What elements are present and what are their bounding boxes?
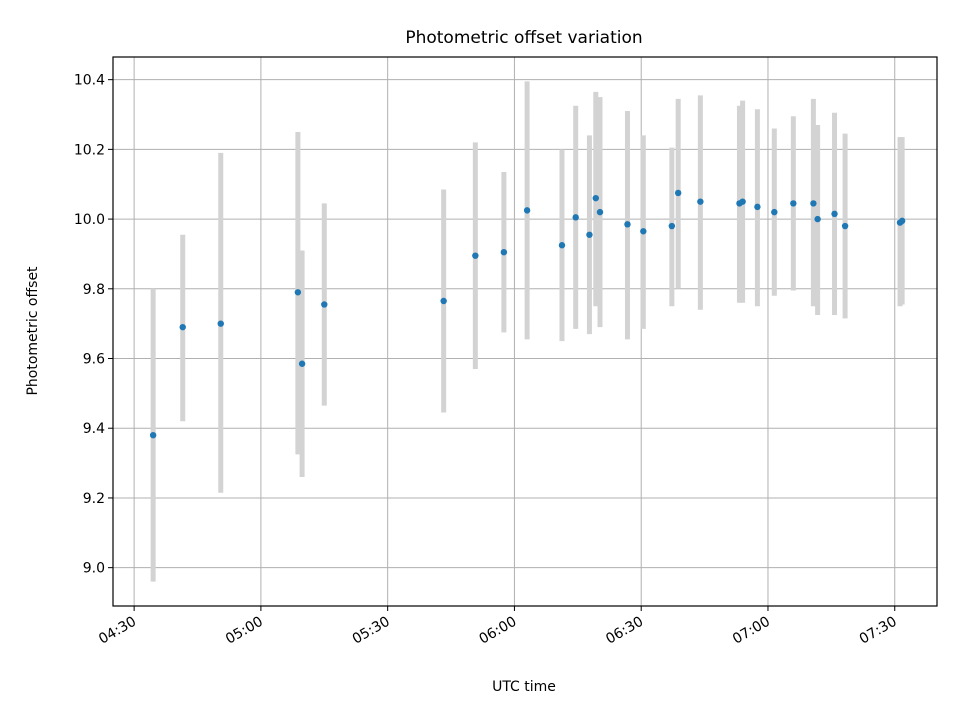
y-tick-label: 9.2 (83, 491, 105, 507)
y-tick-label: 10.2 (74, 142, 105, 158)
data-point (697, 198, 704, 205)
data-point (790, 200, 797, 207)
data-point (668, 222, 676, 230)
data-point (898, 217, 906, 225)
plot-area-frame (112, 56, 938, 607)
data-points (149, 189, 906, 439)
data-point (592, 194, 599, 202)
data-point (739, 198, 746, 205)
data-point (754, 203, 761, 211)
data-point (149, 432, 157, 439)
y-tick-label: 9.8 (83, 282, 105, 298)
y-tick-label: 9.0 (83, 561, 105, 577)
data-point (810, 200, 817, 207)
data-point (440, 297, 447, 305)
data-point (674, 189, 682, 197)
data-point (831, 210, 838, 218)
data-point (841, 222, 849, 230)
data-point (472, 252, 479, 259)
data-point (640, 228, 647, 235)
data-point (523, 207, 531, 214)
chart-title: Photometric offset variation (405, 28, 642, 48)
data-point (771, 208, 778, 216)
data-point (586, 231, 593, 238)
x-axis-label: UTC time (492, 679, 556, 695)
data-point (294, 289, 302, 296)
data-point (596, 208, 604, 216)
y-tick-label: 10.0 (74, 212, 105, 228)
data-point (321, 301, 328, 308)
y-tick-label: 9.6 (83, 352, 105, 368)
data-point (814, 215, 821, 223)
data-point (217, 320, 224, 327)
y-tick-label: 9.4 (83, 421, 105, 437)
y-axis-label: Photometric offset (25, 266, 41, 396)
data-point (624, 221, 631, 228)
data-point (558, 242, 566, 249)
y-tick-label: 10.4 (74, 73, 105, 89)
data-point (298, 360, 306, 367)
data-point (572, 214, 579, 221)
data-point (500, 249, 508, 256)
data-point (179, 323, 186, 331)
